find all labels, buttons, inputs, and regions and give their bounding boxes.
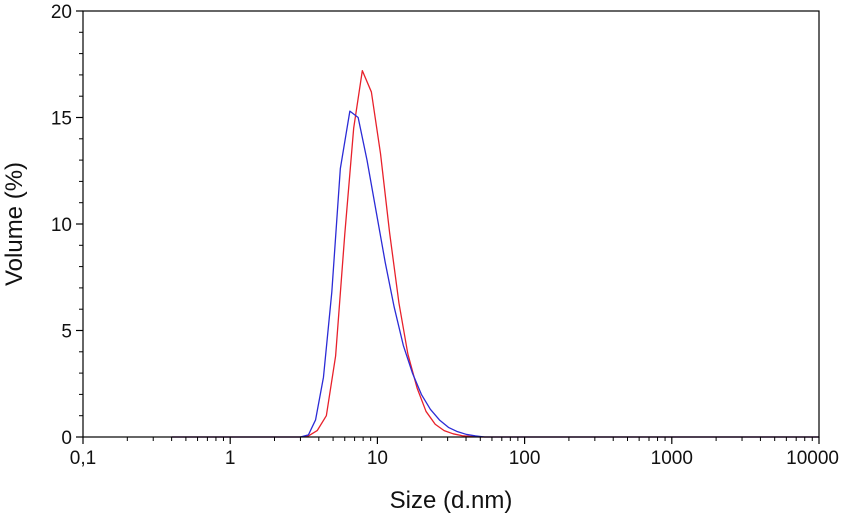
- series-line-2: [171, 110, 819, 438]
- x-tick-label: 0,1: [70, 448, 96, 469]
- y-tick-label: 0: [61, 428, 72, 449]
- series-layer: [171, 69, 819, 438]
- y-tick-label: 15: [51, 109, 72, 130]
- x-tick-label: 10: [367, 448, 388, 469]
- x-tick-label: 1: [225, 448, 236, 469]
- x-axis: 0,1 1 10 100 1000 10000: [70, 437, 839, 469]
- x-tick-label: 1000: [651, 448, 693, 469]
- y-axis: 0 5 10 15 20: [51, 2, 83, 449]
- y-tick-label: 20: [51, 2, 72, 23]
- x-tick-label: 100: [509, 448, 541, 469]
- plot-frame: [82, 10, 820, 438]
- x-axis-title: Size (d.nm): [390, 487, 513, 514]
- y-tick-label: 5: [61, 322, 72, 343]
- x-tick-label: 10000: [786, 448, 839, 469]
- y-axis-title: Volume (%): [1, 162, 28, 286]
- y-tick-label: 10: [51, 215, 72, 236]
- series-line-1: [171, 69, 819, 438]
